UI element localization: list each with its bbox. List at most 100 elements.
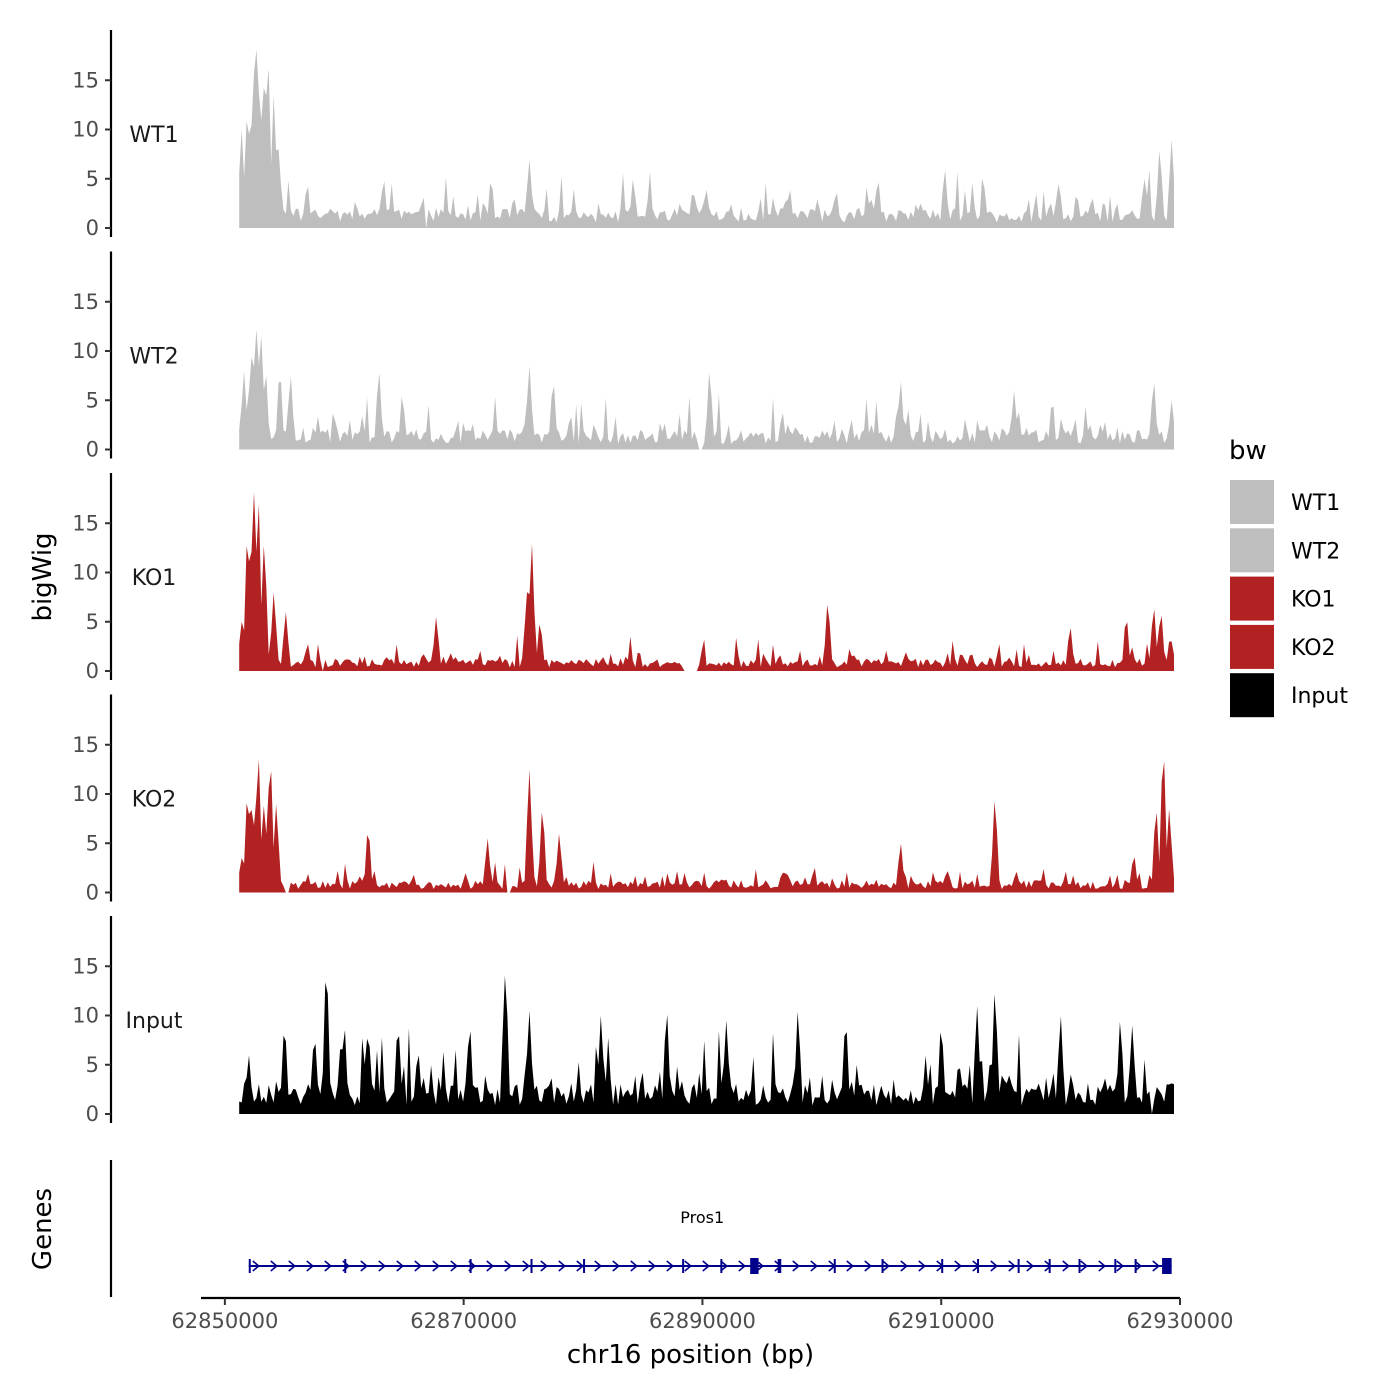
y-tick-label: 5	[86, 167, 99, 191]
track-label-ko1: KO1	[132, 566, 177, 591]
exon	[881, 1259, 884, 1273]
strand-arrow	[1062, 1260, 1071, 1272]
genes-panel: Pros1	[109, 1160, 1172, 1297]
y-tick-label: 0	[86, 881, 99, 905]
exon	[1048, 1259, 1051, 1273]
exon	[1162, 1258, 1172, 1274]
strand-arrow	[432, 1260, 441, 1272]
legend-label-ko1: KO1	[1291, 588, 1336, 613]
y-tick-label: 10	[72, 118, 99, 142]
x-tick-label: 62850000	[171, 1309, 278, 1333]
legend-swatch-wt1	[1230, 480, 1274, 524]
strand-arrow	[954, 1260, 963, 1272]
y-tick-label: 10	[72, 561, 99, 585]
y-tick-label: 5	[86, 388, 99, 412]
y-axis-title: bigWig	[28, 532, 58, 621]
x-tick-label: 62890000	[649, 1309, 756, 1333]
legend: bw WT1 WT2 KO1 KO2 Input	[1229, 436, 1348, 718]
exon	[720, 1259, 723, 1273]
exon	[682, 1259, 685, 1273]
strand-arrow	[594, 1260, 603, 1272]
y-tick-label: 10	[72, 782, 99, 806]
area-series-input	[239, 975, 1174, 1114]
y-tick-label: 5	[86, 1053, 99, 1077]
strand-arrow	[720, 1260, 729, 1272]
strand-arrow	[486, 1260, 495, 1272]
area-series-ko2	[239, 759, 1174, 893]
legend-swatch-ko1	[1230, 576, 1274, 621]
track-label-input: Input	[126, 1009, 183, 1034]
strand-arrow	[648, 1260, 657, 1272]
track-panel-input: 0 5 10 15 Input	[72, 916, 1174, 1126]
exon	[344, 1259, 347, 1273]
strand-arrow	[378, 1260, 387, 1272]
exon	[1134, 1259, 1137, 1273]
legend-label-input: Input	[1291, 684, 1348, 709]
strand-arrow	[414, 1260, 423, 1272]
strand-arrow	[558, 1260, 567, 1272]
x-tick-label: 62930000	[1127, 1309, 1234, 1333]
strand-arrow	[990, 1260, 999, 1272]
exon	[1078, 1259, 1081, 1273]
strand-arrow	[504, 1260, 513, 1272]
exon	[750, 1258, 759, 1274]
legend-swatch-ko2	[1230, 624, 1274, 669]
strand-arrow	[810, 1260, 819, 1272]
strand-arrow	[324, 1260, 333, 1272]
track-label-ko2: KO2	[132, 788, 177, 813]
strand-arrow	[396, 1260, 405, 1272]
exon	[583, 1259, 586, 1273]
legend-swatch-wt2	[1230, 528, 1274, 573]
track-panel-ko2: 0 5 10 15 KO2	[72, 694, 1174, 905]
y-tick-label: 15	[72, 68, 99, 92]
y-tick-label: 10	[72, 1004, 99, 1028]
strand-arrow	[1098, 1260, 1107, 1272]
track-label-wt1: WT1	[129, 123, 178, 148]
x-axis-title: chr16 position (bp)	[567, 1340, 814, 1370]
strand-arrow	[540, 1260, 549, 1272]
strand-arrow	[864, 1260, 873, 1272]
strand-arrow	[1152, 1260, 1161, 1272]
track-label-wt2: WT2	[129, 345, 178, 370]
strand-arrow	[360, 1260, 369, 1272]
strand-arrow	[576, 1260, 585, 1272]
y-tick-label: 0	[86, 216, 99, 240]
track-panel-ko1: 0 5 10 15 KO1	[72, 473, 1174, 683]
legend-swatch-input	[1230, 673, 1274, 718]
y-tick-label: 15	[72, 733, 99, 757]
y-tick-label: 0	[86, 438, 99, 462]
x-axis: 62850000 62870000 62890000 62910000 62930000…	[171, 1296, 1234, 1370]
strand-arrow	[738, 1260, 747, 1272]
legend-title: bw	[1229, 436, 1267, 466]
strand-arrow	[450, 1260, 459, 1272]
exon	[833, 1259, 836, 1273]
legend-label-ko2: KO2	[1291, 636, 1336, 661]
y-tick-label: 15	[72, 511, 99, 535]
strand-arrow	[270, 1260, 279, 1272]
strand-arrow	[918, 1260, 927, 1272]
strand-arrow	[288, 1260, 297, 1272]
area-series-wt2	[239, 329, 1174, 450]
exon	[941, 1259, 944, 1273]
y-tick-label: 5	[86, 831, 99, 855]
x-tick-label: 62910000	[888, 1309, 995, 1333]
x-tick-label: 62870000	[410, 1309, 517, 1333]
legend-label-wt1: WT1	[1291, 491, 1340, 516]
y-tick-label: 15	[72, 954, 99, 978]
exon	[1114, 1259, 1117, 1273]
strand-arrow	[900, 1260, 909, 1272]
y-tick-label: 15	[72, 290, 99, 314]
y-tick-label: 0	[86, 659, 99, 683]
strand-arrow	[1134, 1260, 1143, 1272]
exon	[530, 1259, 533, 1273]
strand-arrow	[792, 1260, 801, 1272]
exon	[977, 1259, 980, 1273]
strand-arrow	[882, 1260, 891, 1272]
strand-arrow	[684, 1260, 693, 1272]
strand-arrow	[306, 1260, 315, 1272]
track-panel-wt1: 0 5 10 15 WT1	[72, 30, 1174, 240]
y-tick-label: 0	[86, 1102, 99, 1126]
strand-arrow	[630, 1260, 639, 1272]
area-series-wt1	[239, 49, 1174, 228]
